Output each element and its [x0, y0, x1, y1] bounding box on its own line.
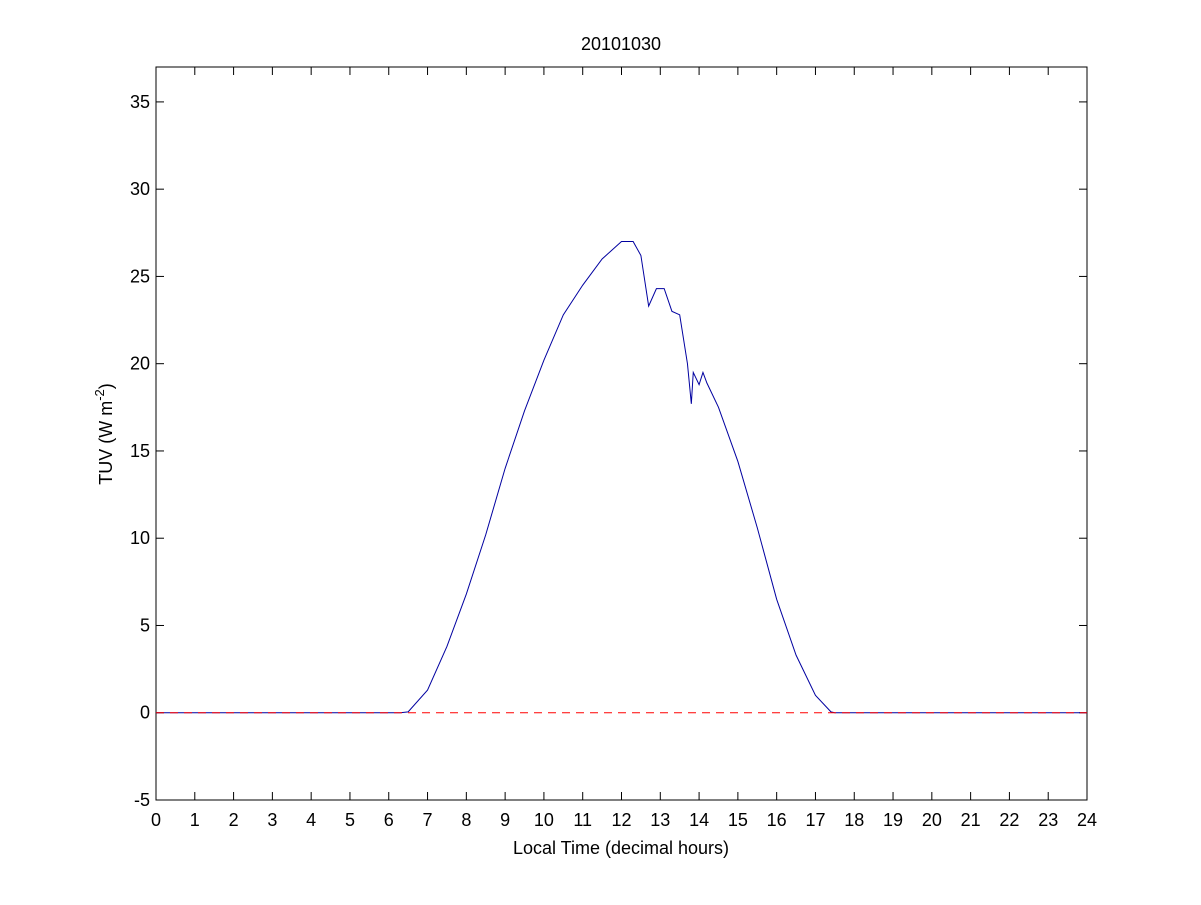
- y-tick-label: -5: [134, 790, 150, 810]
- y-tick-label: 20: [130, 354, 150, 374]
- x-tick-label: 7: [423, 810, 433, 830]
- x-tick-label: 0: [151, 810, 161, 830]
- y-tick-label: 35: [130, 92, 150, 112]
- y-tick-label: 5: [140, 615, 150, 635]
- x-tick-label: 15: [728, 810, 748, 830]
- x-tick-label: 23: [1038, 810, 1058, 830]
- x-axis-label: Local Time (decimal hours): [513, 838, 729, 858]
- y-tick-label: 15: [130, 441, 150, 461]
- chart-title: 20101030: [581, 34, 661, 54]
- x-tick-label: 5: [345, 810, 355, 830]
- x-tick-label: 2: [229, 810, 239, 830]
- x-tick-label: 14: [689, 810, 709, 830]
- y-tick-label: 25: [130, 266, 150, 286]
- x-tick-label: 12: [611, 810, 631, 830]
- x-tick-label: 11: [573, 810, 592, 830]
- x-tick-label: 22: [999, 810, 1019, 830]
- y-axis-label-main: TUV (W m: [96, 401, 116, 485]
- x-tick-label: 16: [767, 810, 787, 830]
- x-tick-label: 4: [306, 810, 316, 830]
- x-tick-label: 8: [461, 810, 471, 830]
- x-tick-label: 6: [384, 810, 394, 830]
- x-tick-label: 13: [650, 810, 670, 830]
- x-tick-label: 3: [267, 810, 277, 830]
- x-tick-label: 24: [1077, 810, 1097, 830]
- y-axis-label: TUV (W m-2): [92, 383, 116, 485]
- data-line: [156, 241, 1087, 714]
- plot-area: [155, 66, 1088, 801]
- x-tick-label: 10: [534, 810, 554, 830]
- y-tick-label: 0: [140, 703, 150, 723]
- x-tick-label: 17: [805, 810, 825, 830]
- y-axis-label-suffix: ): [96, 383, 116, 389]
- x-tick-label: 21: [961, 810, 981, 830]
- x-tick-label: 20: [922, 810, 942, 830]
- x-tick-label: 9: [500, 810, 510, 830]
- x-tick-label: 1: [190, 810, 200, 830]
- y-tick-label: 30: [130, 179, 150, 199]
- x-tick-label: 19: [883, 810, 903, 830]
- y-tick-label: 10: [130, 528, 150, 548]
- x-tick-label: 18: [844, 810, 864, 830]
- y-axis-label-superscript: -2: [92, 389, 107, 401]
